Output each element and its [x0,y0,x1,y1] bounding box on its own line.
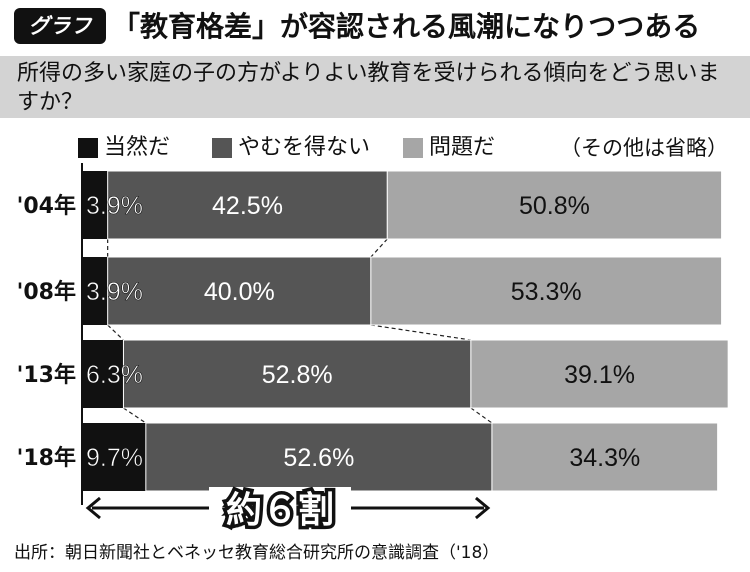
connector-line [470,407,493,424]
category-label: '13年 [17,362,76,388]
legend-label-1: 当然だ [104,135,171,160]
legend-item-3: 問題だ [403,133,495,163]
annotation-label: 約６割 [226,490,334,531]
bar-segment [82,257,108,325]
connector-line [370,238,388,258]
data-label: 6.3% [86,361,143,389]
bar-segment [82,171,108,239]
annotation-bg [209,487,351,529]
chart-title: 「教育格差」が容認される風潮になりつつある [112,10,701,43]
data-label: 40.0% [204,278,275,306]
header: グラフ 「教育格差」が容認される風潮になりつつある [0,0,750,54]
arrow-head-right [474,496,491,520]
question-banner: 所得の多い家庭の子の方がよりよい教育を受けられる傾向をどう思いますか？ [0,56,750,118]
bar-segment [370,256,723,326]
legend-swatch-1 [78,138,98,158]
bar-segment [145,422,493,492]
bar-segment [82,340,124,408]
connector-line [107,324,124,341]
bar-segment [470,339,729,409]
legend-item-2: やむを得ない [212,133,370,163]
data-label: 39.1% [564,361,635,389]
data-label: 42.5% [212,192,283,220]
legend-swatch-2 [212,138,232,158]
bar-segment [107,170,388,240]
legend-note: （その他は省略） [560,136,728,160]
data-label: 9.7% [86,444,143,472]
graph-badge: グラフ [14,8,106,44]
legend-label-3: 問題だ [429,135,496,160]
legend: 当然だ やむを得ない 問題だ （その他は省略） [0,133,750,163]
bar-segment [386,170,723,240]
category-label: '18年 [17,445,76,471]
arrow-head-left [85,496,101,520]
bar-segment [491,422,719,492]
data-label: 3.9% [86,192,143,220]
source-note: 出所：朝日新聞社とベネッセ教育総合研究所の意識調査（'18） [14,543,500,563]
legend-swatch-3 [403,138,423,158]
category-label: '04年 [17,193,76,219]
data-label: 52.8% [262,361,333,389]
bar-segment [107,256,372,326]
connector-line [370,324,471,341]
data-label: 53.3% [511,278,582,306]
legend-label-2: やむを得ない [238,135,371,160]
category-label: '08年 [17,279,76,305]
connector-line [123,407,147,424]
data-label: 52.6% [283,444,354,472]
bar-segment [122,339,472,409]
data-label: 50.8% [519,192,590,220]
data-label: 3.9% [86,278,143,306]
question-text: 所得の多い家庭の子の方がよりよい教育を受けられる傾向をどう思いますか？ [17,61,720,115]
bar-segment [82,423,146,491]
data-label: 34.3% [569,444,640,472]
legend-item-1: 当然だ [78,133,170,163]
